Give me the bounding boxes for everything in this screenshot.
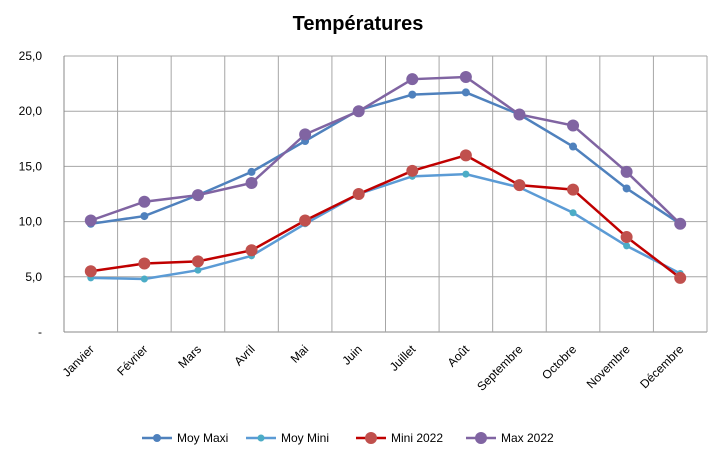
data-point — [513, 179, 526, 192]
y-tick-label: 15,0 — [19, 159, 43, 173]
legend-label: Max 2022 — [501, 431, 554, 445]
y-tick-label: 10,0 — [19, 215, 43, 229]
data-point — [674, 217, 687, 230]
legend: Moy Maxi Moy Mini Mini 2022 Max 2022 — [142, 431, 554, 445]
data-point — [299, 128, 312, 141]
data-point — [567, 119, 580, 132]
data-point — [459, 70, 472, 83]
data-point — [194, 266, 202, 274]
data-point — [567, 183, 580, 196]
y-tick-label: 25,0 — [19, 49, 43, 63]
series-line — [90, 172, 681, 281]
series-line — [90, 91, 681, 226]
data-point — [461, 88, 470, 97]
legend-label: Moy Mini — [281, 431, 329, 445]
data-point — [299, 214, 312, 227]
legend-marker — [257, 434, 265, 442]
series-line — [90, 75, 682, 225]
x-tick-label: Septembre — [474, 342, 526, 394]
series-max-2022 — [84, 70, 687, 230]
data-point — [138, 195, 151, 208]
data-point — [623, 242, 631, 250]
data-point — [140, 212, 149, 221]
data-point — [191, 255, 204, 268]
data-point — [84, 214, 97, 227]
legend-label: Mini 2022 — [391, 431, 443, 445]
data-point — [408, 90, 417, 99]
data-point — [620, 165, 633, 178]
data-point — [140, 275, 148, 283]
grid — [63, 55, 708, 333]
x-tick-label: Janvier — [60, 342, 97, 379]
x-tick-label: Octobre — [539, 342, 579, 382]
chart-title: Températures — [293, 13, 424, 35]
x-tick-label: Mai — [288, 342, 312, 366]
data-point — [352, 105, 365, 118]
y-tick-label: - — [38, 325, 42, 339]
data-point — [352, 188, 365, 200]
data-point — [247, 167, 256, 176]
data-point — [84, 265, 97, 278]
data-point — [569, 209, 577, 217]
data-point — [245, 176, 258, 189]
data-point — [138, 257, 151, 270]
y-axis-ticks: - 5,0 10,0 15,0 20,0 25,0 — [19, 49, 43, 339]
y-tick-label: 20,0 — [19, 104, 43, 118]
data-point — [622, 184, 631, 193]
series-line — [90, 154, 681, 279]
x-tick-label: Mars — [175, 342, 204, 371]
x-tick-label: Juin — [339, 342, 364, 367]
x-tick-label: Juillet — [387, 342, 419, 374]
data-point — [245, 244, 258, 257]
series-group — [84, 70, 687, 284]
data-point — [569, 142, 578, 151]
data-point — [674, 271, 687, 284]
x-tick-label: Février — [114, 342, 150, 378]
x-tick-label: Décembre — [637, 342, 686, 391]
data-point — [191, 189, 204, 202]
x-tick-label: Avril — [231, 342, 257, 368]
legend-marker — [365, 432, 377, 444]
data-point — [459, 149, 472, 162]
y-tick-label: 5,0 — [25, 270, 42, 284]
data-point — [406, 164, 419, 177]
series-mini-2022 — [84, 149, 687, 284]
data-point — [513, 108, 526, 121]
legend-marker — [153, 434, 161, 442]
legend-label: Moy Maxi — [177, 431, 228, 445]
data-point — [406, 73, 419, 86]
legend-marker — [475, 432, 487, 444]
data-point — [620, 231, 633, 244]
x-tick-label: Août — [445, 342, 473, 370]
data-point — [462, 170, 470, 178]
x-axis-ticks: Janvier Février Mars Avril Mai Juin Juillet Aoû… — [60, 342, 687, 394]
x-tick-label: Novembre — [584, 342, 633, 391]
